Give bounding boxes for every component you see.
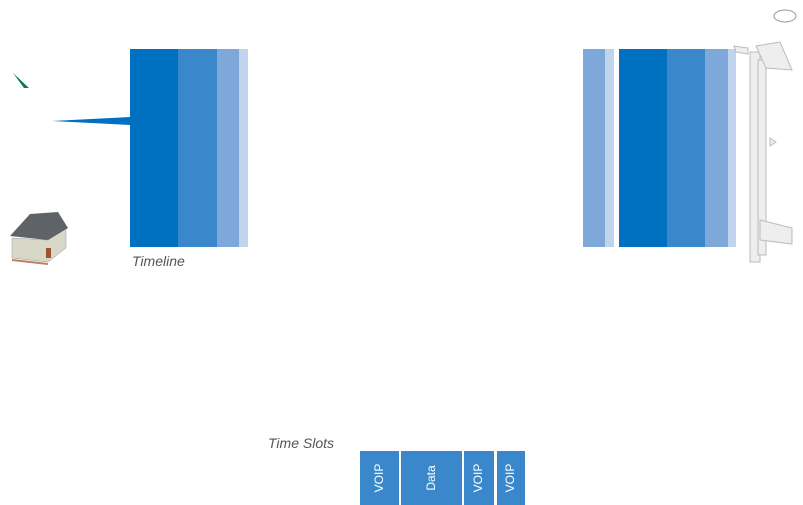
ellipse-icon	[773, 9, 797, 23]
timeline-label: Timeline	[132, 253, 185, 269]
slot	[497, 451, 525, 505]
slot	[464, 451, 494, 505]
house-icon	[10, 212, 68, 265]
time-slots: VOIP Data VOIP VOIP	[360, 451, 525, 505]
slot	[360, 451, 399, 505]
slot-label: VOIP	[471, 464, 485, 493]
slot	[401, 451, 462, 505]
time-slots-label: Time Slots	[268, 435, 334, 451]
antenna-icon	[733, 41, 793, 263]
left-bands	[130, 49, 248, 247]
pointer-icon	[13, 73, 29, 88]
signal-wedge	[52, 117, 130, 125]
slot-label: VOIP	[503, 464, 517, 493]
right-bands	[583, 49, 736, 247]
slot-label: VOIP	[372, 464, 386, 493]
slot-label: Data	[424, 465, 438, 491]
